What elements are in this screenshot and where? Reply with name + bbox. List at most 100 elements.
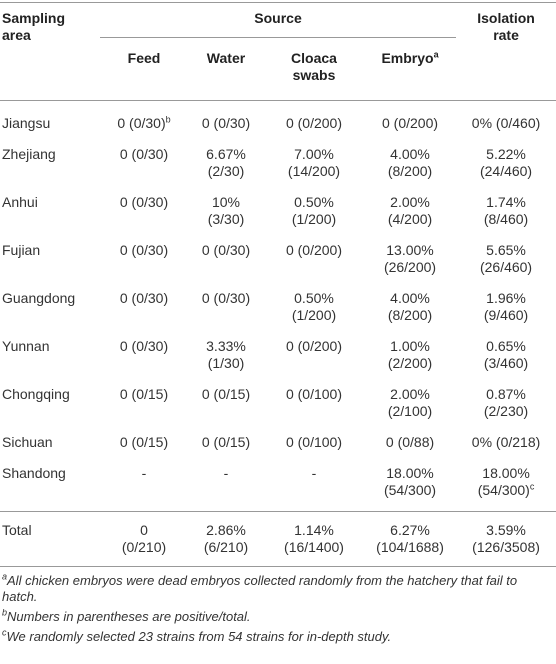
header-cell: Cloaca swabs xyxy=(264,37,364,101)
table-cell: 0 (0/30) xyxy=(188,101,264,140)
table-cell: 0 (0/200) xyxy=(264,101,364,140)
cell-line: 0.87% xyxy=(486,386,526,402)
cell-line: 0 (0/30) xyxy=(119,242,169,258)
cell-line: Water xyxy=(206,50,246,66)
footnotes: aAll chicken embryos were dead embryos c… xyxy=(0,567,556,645)
row-label: Anhui xyxy=(0,187,100,235)
cell-line: (9/460) xyxy=(483,307,529,323)
cell-line: 0% (0/218) xyxy=(471,434,541,450)
table-cell: 0 (0/100) xyxy=(264,427,364,458)
cell-line: 0 (0/30) xyxy=(119,290,169,306)
table-cell: 7.00% (14/200) xyxy=(264,139,364,187)
table-row: Yunnan 0 (0/30) 3.33% (1/30) 0 (0/200) 1.00%(… xyxy=(0,331,556,379)
table-cell: 0 (0/15) xyxy=(188,379,264,427)
table-cell: 0 (0/210) xyxy=(100,511,188,567)
table-cell: 1.74% (8/460) xyxy=(456,187,556,235)
superscript: a xyxy=(433,49,439,60)
cell-line: 1.74% xyxy=(486,194,526,210)
footnote-text: We randomly selected 23 strains from 54 … xyxy=(6,629,392,644)
cell-line: Embryoa xyxy=(381,49,439,66)
table-cell: 0% (0/218) xyxy=(456,427,556,458)
cell-line: Isolation xyxy=(477,10,535,26)
cell-line: Sampling xyxy=(2,10,66,26)
table-cell: 0 (0/100) xyxy=(264,379,364,427)
cell-line: (2/200) xyxy=(387,355,433,371)
table-cell: 0 (0/30) xyxy=(100,187,188,235)
table-cell: 0 (0/200) xyxy=(264,235,364,283)
table-cell: 3.59% (126/3508) xyxy=(456,511,556,567)
cell-line: (0/210) xyxy=(121,539,167,555)
cell-line: (2/230) xyxy=(483,403,529,419)
footnote: bNumbers in parentheses are positive/tot… xyxy=(2,608,554,625)
text: Fujian xyxy=(2,242,41,258)
cell-line: (8/460) xyxy=(483,211,529,227)
table-cell: 13.00% (26/200) xyxy=(364,235,456,283)
cell-line: (1/30) xyxy=(207,355,245,371)
header-cell: Water xyxy=(188,37,264,101)
cell-line: swabs xyxy=(292,67,336,83)
row-label: Zhejiang xyxy=(0,139,100,187)
header-cell: Embryoa xyxy=(364,37,457,101)
cell-line: 1.14% xyxy=(294,522,334,538)
table-cell: 18.00% (54/300)c xyxy=(456,458,556,512)
text: Guangdong xyxy=(2,290,76,306)
table-row: Guangdong 0 (0/30) 0 (0/30) 0.50% (1/200) 4.0… xyxy=(0,283,556,331)
table-cell: 0% (0/460) xyxy=(456,101,556,140)
table-cell: 0.50% (1/200) xyxy=(264,283,364,331)
table-row: Chongqing 0 (0/15) 0 (0/15) 0 (0/100) 2.00%(… xyxy=(0,379,556,427)
table-row: Anhui 0 (0/30) 10% (3/30) 0.50% (1/200) 2.00%… xyxy=(0,187,556,235)
cell-line: 0 xyxy=(140,522,148,538)
cell-line: 0 (0/30) xyxy=(201,242,251,258)
cell-line: (24/460) xyxy=(479,163,533,179)
table-cell: 0 (0/88) xyxy=(364,427,456,458)
header-cell: Sampling area xyxy=(0,2,100,101)
text: Chongqing xyxy=(2,386,70,402)
cell-line: 0 (0/15) xyxy=(201,386,251,402)
text: Yunnan xyxy=(2,338,50,354)
table-cell: - xyxy=(100,458,188,512)
table-row: Total 0 (0/210) 2.86% (6/210) 1.14% (16/1400) 6… xyxy=(0,511,556,567)
header-row: Feed Water Cloaca swabs Embryoa xyxy=(0,37,556,101)
cell-line: (104/1688) xyxy=(376,539,444,555)
cell-line: area xyxy=(2,27,31,43)
cell-line: 5.22% xyxy=(486,146,526,162)
cell-line: 0 (0/200) xyxy=(285,338,343,354)
row-label: Guangdong xyxy=(0,283,100,331)
cell-line: Feed xyxy=(127,50,161,66)
table-cell: 1.14% (16/1400) xyxy=(264,511,364,567)
table-cell: 4.00% (8/200) xyxy=(364,283,456,331)
header-cell: Isolation rate xyxy=(456,2,556,101)
cell-line: 0 (0/15) xyxy=(201,434,251,450)
row-label: Fujian xyxy=(0,235,100,283)
cell-line: (54/300) xyxy=(383,482,437,498)
table-row: Sichuan 0 (0/15) 0 (0/15) 0 (0/100) 0 (0/88)… xyxy=(0,427,556,458)
table-cell: 0.87% (2/230) xyxy=(456,379,556,427)
cell-line: rate xyxy=(493,27,519,43)
cell-line: (54/300)c xyxy=(477,481,535,498)
cell-line: 0% (0/460) xyxy=(471,115,541,131)
row-label: Chongqing xyxy=(0,379,100,427)
cell-line: (8/200) xyxy=(387,307,433,323)
table-cell: 18.00% (54/300) xyxy=(364,458,456,512)
cell-line: 0.50% xyxy=(294,194,334,210)
cell-line: 4.00% xyxy=(390,146,430,162)
row-label: Yunnan xyxy=(0,331,100,379)
superscript: c xyxy=(529,481,535,492)
cell-line: 2.00% xyxy=(390,194,430,210)
table-cell: 3.33% (1/30) xyxy=(188,331,264,379)
table-cell: 0 (0/30) xyxy=(188,283,264,331)
cell-line: 7.00% xyxy=(294,146,334,162)
table-cell: 0 (0/200) xyxy=(364,101,456,140)
table-cell: 2.00% (4/200) xyxy=(364,187,456,235)
cell-line: 4.00% xyxy=(390,290,430,306)
cell-line: 1.00% xyxy=(390,338,430,354)
cell-line: (14/200) xyxy=(287,163,341,179)
cell-line: 0 (0/30) xyxy=(119,194,169,210)
table-row: Shandong - - -18.00% (54/300) 18.00% (54/300)c xyxy=(0,458,556,512)
table-cell: 6.67% (2/30) xyxy=(188,139,264,187)
cell-line: 0 (0/100) xyxy=(285,434,343,450)
cell-line: 0 (0/100) xyxy=(285,386,343,402)
cell-line: (126/3508) xyxy=(472,539,540,555)
page: Sampling area Source Isolation rate Feed Water… xyxy=(0,2,556,645)
row-label: Total xyxy=(0,511,100,567)
